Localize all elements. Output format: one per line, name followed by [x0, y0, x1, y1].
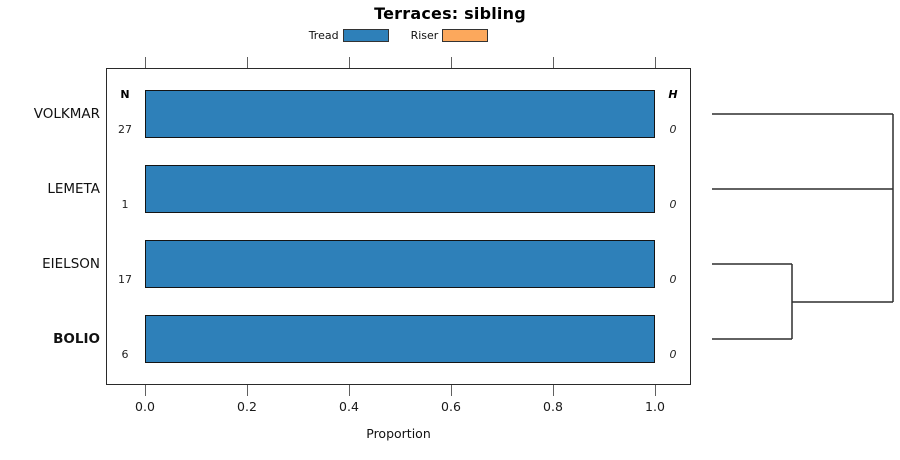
x-tick-bottom	[654, 385, 656, 396]
x-tick-top	[552, 57, 554, 68]
x-tick-bottom	[144, 385, 146, 396]
x-tick-top	[450, 57, 452, 68]
n-value: 6	[121, 348, 129, 361]
x-tick-top	[144, 57, 146, 68]
h-value: 0	[669, 123, 677, 136]
x-tick-bottom	[552, 385, 554, 396]
x-tick-bottom	[246, 385, 248, 396]
legend-swatch-tread	[342, 28, 389, 42]
category-label: VOLKMAR	[33, 106, 100, 122]
n-value: 1	[121, 198, 129, 211]
x-tick-label: 0.8	[543, 399, 563, 414]
n-value: 17	[118, 273, 132, 286]
x-axis-title: Proportion	[366, 426, 431, 441]
x-tick-top	[654, 57, 656, 68]
h-value: 0	[669, 198, 677, 211]
x-tick-label: 0.4	[339, 399, 359, 414]
h-column-header: H	[668, 88, 678, 101]
x-tick-label: 1.0	[645, 399, 665, 414]
legend-swatch-riser	[442, 28, 489, 42]
category-label: EIELSON	[42, 256, 100, 272]
h-value: 0	[669, 273, 677, 286]
legend-label-riser: Riser	[410, 28, 439, 42]
n-column-header: N	[120, 88, 130, 101]
n-value: 27	[118, 123, 132, 136]
legend: Tread Riser	[106, 27, 691, 43]
category-label: LEMETA	[47, 181, 100, 197]
bar-tread	[145, 240, 655, 288]
x-tick-top	[246, 57, 248, 68]
x-tick-bottom	[348, 385, 350, 396]
x-tick-bottom	[450, 385, 452, 396]
legend-label-tread: Tread	[308, 28, 339, 42]
x-tick-label: 0.2	[237, 399, 257, 414]
x-tick-label: 0.6	[441, 399, 461, 414]
bar-tread	[145, 90, 655, 138]
h-value: 0	[669, 348, 677, 361]
category-label: BOLIO	[53, 331, 100, 347]
x-tick-top	[348, 57, 350, 68]
chart-title: Terraces: sibling	[374, 4, 526, 23]
x-tick-label: 0.0	[135, 399, 155, 414]
bar-tread	[145, 315, 655, 363]
bar-tread	[145, 165, 655, 213]
